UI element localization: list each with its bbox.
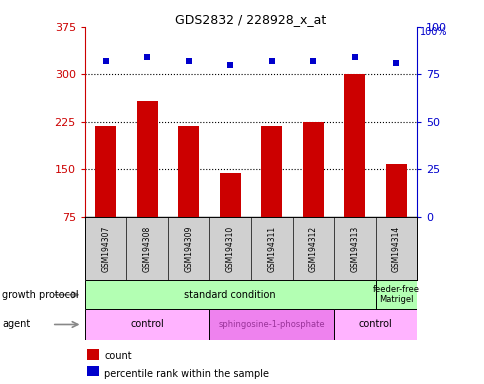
Text: feeder-free
Matrigel: feeder-free Matrigel [372, 285, 419, 305]
Bar [95, 126, 116, 217]
Text: GSM194308: GSM194308 [142, 225, 151, 272]
Text: growth protocol: growth protocol [2, 290, 79, 300]
Text: GSM194309: GSM194309 [184, 225, 193, 272]
Bar [178, 126, 198, 217]
Bar [333, 309, 416, 340]
Bar [302, 122, 323, 217]
Text: standard condition: standard condition [184, 290, 275, 300]
Text: control: control [358, 319, 392, 329]
Text: GSM194307: GSM194307 [101, 225, 110, 272]
Title: GDS2832 / 228928_x_at: GDS2832 / 228928_x_at [175, 13, 326, 26]
Bar [261, 126, 282, 217]
Text: GSM194314: GSM194314 [391, 225, 400, 272]
Text: GSM194311: GSM194311 [267, 225, 276, 272]
Text: 100%: 100% [419, 27, 446, 37]
Text: percentile rank within the sample: percentile rank within the sample [104, 369, 269, 379]
Bar [85, 309, 209, 340]
Text: control: control [130, 319, 164, 329]
Bar [344, 74, 364, 217]
Bar [136, 101, 157, 217]
Bar [209, 309, 333, 340]
Text: agent: agent [2, 319, 30, 329]
Text: count: count [104, 351, 132, 361]
Text: GSM194310: GSM194310 [225, 225, 234, 272]
Text: GSM194313: GSM194313 [349, 225, 359, 272]
Bar [375, 280, 416, 309]
Bar [85, 280, 375, 309]
Text: sphingosine-1-phosphate: sphingosine-1-phosphate [218, 320, 324, 329]
Text: GSM194312: GSM194312 [308, 225, 317, 272]
Bar [219, 173, 240, 217]
Bar [385, 164, 406, 217]
